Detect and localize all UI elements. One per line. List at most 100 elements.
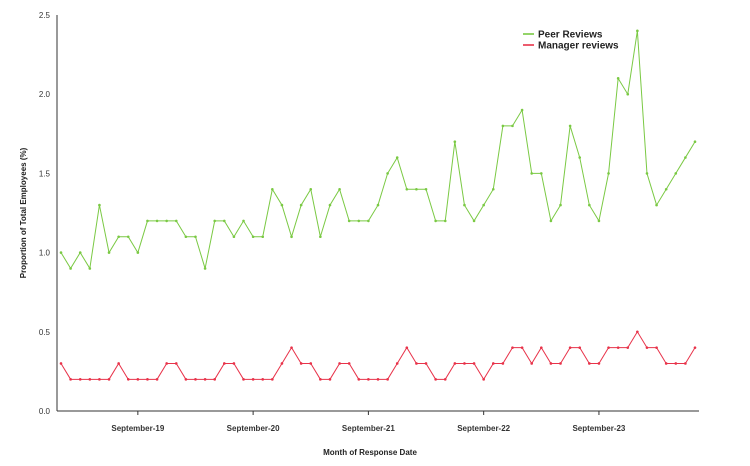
y-tick-label: 0.5	[39, 328, 51, 337]
data-point	[453, 140, 457, 144]
data-point	[309, 362, 313, 365]
data-point	[223, 362, 226, 365]
data-point	[434, 378, 437, 381]
data-point	[184, 235, 188, 239]
data-point	[395, 362, 399, 365]
data-point	[463, 362, 466, 365]
data-point	[386, 378, 389, 381]
data-point	[232, 362, 236, 365]
data-point	[549, 362, 553, 365]
data-point	[213, 378, 216, 381]
data-point	[443, 219, 447, 223]
data-point	[290, 346, 293, 349]
data-point	[443, 378, 447, 381]
data-point	[386, 172, 389, 175]
data-point	[568, 124, 572, 128]
x-tick-label: September-22	[457, 424, 510, 433]
data-point	[251, 235, 255, 239]
data-point	[664, 362, 668, 365]
data-point	[472, 362, 476, 365]
data-point	[588, 203, 591, 207]
data-point	[78, 251, 82, 254]
data-point	[674, 362, 678, 365]
data-point	[463, 203, 466, 207]
data-point	[98, 203, 101, 207]
data-point	[146, 219, 149, 223]
data-point	[59, 362, 63, 365]
data-point	[530, 172, 533, 175]
data-point	[126, 378, 130, 381]
data-point	[328, 378, 332, 381]
data-point	[251, 378, 255, 381]
data-point	[395, 156, 399, 159]
data-point	[165, 219, 168, 223]
data-point	[299, 203, 303, 207]
data-point	[684, 156, 687, 159]
data-point	[174, 362, 178, 365]
data-point	[655, 346, 658, 349]
data-point	[607, 172, 610, 175]
data-point	[69, 378, 72, 381]
data-point	[482, 203, 485, 207]
series-layer	[59, 29, 697, 381]
data-point	[165, 362, 168, 365]
data-point	[184, 378, 188, 381]
data-point	[684, 362, 687, 365]
data-point	[376, 203, 380, 207]
data-point	[501, 124, 505, 128]
data-point	[126, 235, 130, 239]
data-point	[616, 77, 620, 80]
data-point	[203, 378, 207, 381]
data-point	[674, 172, 678, 175]
data-point	[578, 346, 582, 349]
data-point	[88, 378, 92, 381]
data-point	[328, 203, 332, 207]
data-point	[636, 29, 639, 33]
data-point	[271, 378, 274, 381]
data-point	[107, 378, 111, 381]
data-point	[347, 219, 351, 223]
data-point	[434, 219, 437, 223]
data-point	[319, 378, 322, 381]
data-point	[367, 378, 370, 381]
data-point	[290, 235, 293, 239]
data-point	[549, 219, 553, 223]
data-point	[117, 235, 120, 239]
data-point	[415, 187, 418, 191]
data-point	[482, 378, 485, 381]
data-point	[578, 156, 582, 159]
x-tick-label: September-19	[111, 424, 164, 433]
data-point	[645, 172, 649, 175]
data-point	[645, 346, 649, 349]
y-tick-label: 0.0	[39, 407, 51, 416]
data-point	[511, 346, 514, 349]
data-point	[280, 362, 284, 365]
x-tick-label: September-21	[342, 424, 395, 433]
data-point	[607, 346, 610, 349]
data-point	[511, 124, 514, 128]
y-tick-label: 1.0	[39, 249, 51, 258]
data-point	[693, 140, 697, 144]
data-point	[146, 378, 149, 381]
data-point	[280, 203, 284, 207]
x-tick-label: September-23	[572, 424, 625, 433]
data-point	[626, 346, 630, 349]
data-point	[520, 346, 524, 349]
data-point	[424, 362, 428, 365]
data-point	[194, 235, 197, 239]
data-point	[520, 108, 524, 112]
y-axis-ticks: 0.0 0.5 1.0 1.5 2.0 2.5	[39, 11, 51, 416]
x-tick-label: September-20	[227, 424, 280, 433]
y-tick-label: 2.0	[39, 90, 51, 99]
data-point	[136, 251, 140, 254]
data-point	[78, 378, 82, 381]
data-point	[213, 219, 216, 223]
data-point	[261, 378, 265, 381]
legend-label-manager-reviews: Manager reviews	[538, 41, 619, 52]
series-1	[59, 330, 697, 381]
data-point	[530, 362, 533, 365]
series-line	[60, 330, 696, 381]
data-point	[98, 378, 101, 381]
